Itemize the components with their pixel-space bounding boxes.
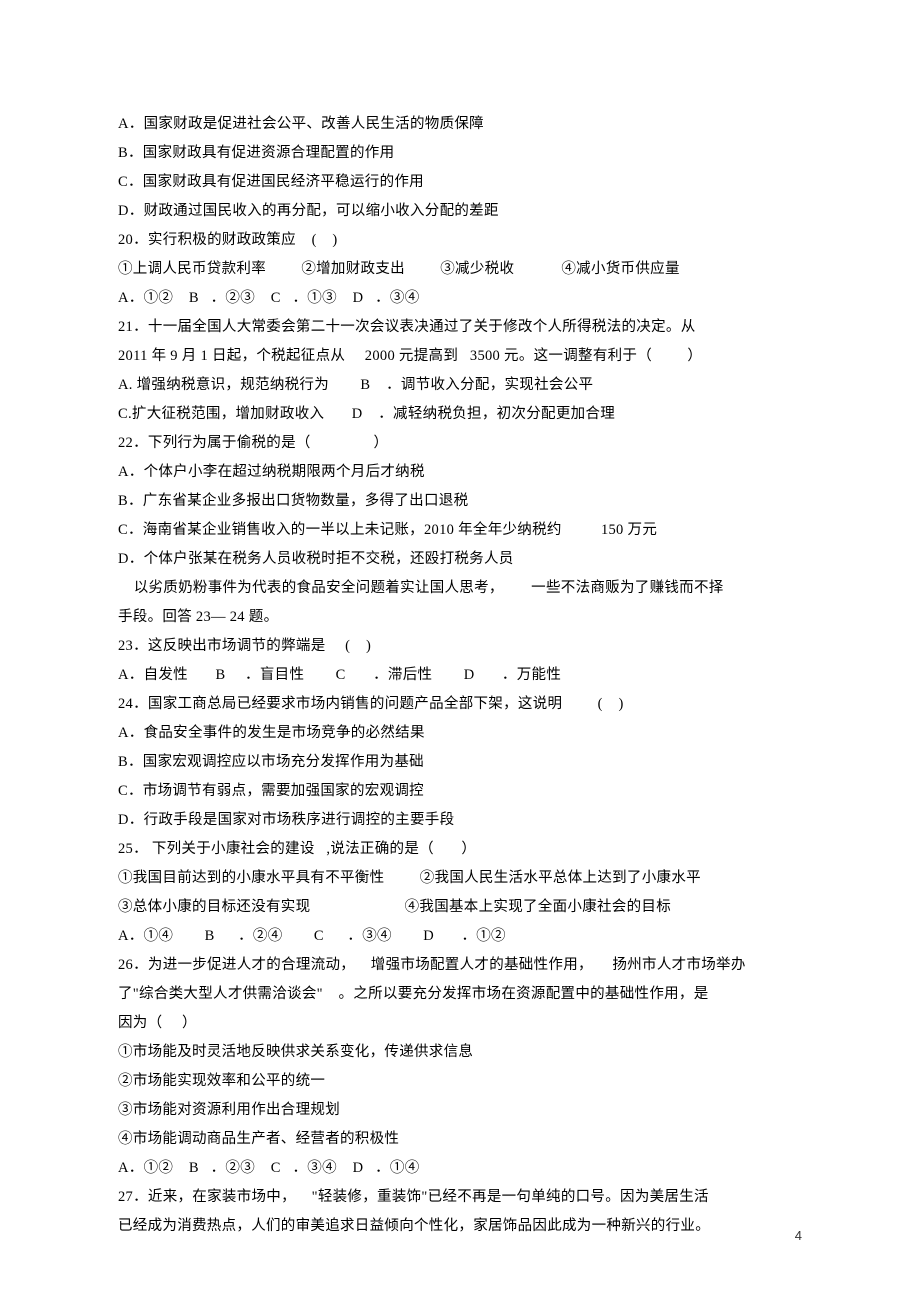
q26-item3: ③市场能对资源利用作出合理规划 bbox=[118, 1096, 802, 1125]
q20-items: ①上调人民币贷款利率 ②增加财政支出 ③减少税收 ④减小货币供应量 bbox=[118, 255, 802, 284]
q22-opt-a: A．个体户小李在超过纳税期限两个月后才纳税 bbox=[118, 458, 802, 487]
q26-item1: ①市场能及时灵活地反映供求关系变化，传递供求信息 bbox=[118, 1038, 802, 1067]
q26-item2: ②市场能实现效率和公平的统一 bbox=[118, 1067, 802, 1096]
q19-opt-a: A．国家财政是促进社会公平、改善人民生活的物质保障 bbox=[118, 110, 802, 139]
q23-stem: 23．这反映出市场调节的弊端是 ( ) bbox=[118, 632, 802, 661]
q19-opt-c: C．国家财政具有促进国民经济平稳运行的作用 bbox=[118, 168, 802, 197]
q23-options: A．自发性 B ．盲目性 C ．滞后性 D ．万能性 bbox=[118, 661, 802, 690]
passage-line2: 手段。回答 23— 24 题。 bbox=[118, 603, 802, 632]
q24-opt-d: D．行政手段是国家对市场秩序进行调控的主要手段 bbox=[118, 806, 802, 835]
passage-line1: 以劣质奶粉事件为代表的食品安全问题着实让国人思考， 一些不法商贩为了赚钱而不择 bbox=[118, 574, 802, 603]
q22-stem: 22．下列行为属于偷税的是（ ） bbox=[118, 429, 802, 458]
q21-line2: 2011 年 9 月 1 日起，个税起征点从 2000 元提高到 3500 元。… bbox=[118, 342, 802, 371]
q25-line2: ①我国目前达到的小康水平具有不平衡性 ②我国人民生活水平总体上达到了小康水平 bbox=[118, 864, 802, 893]
q22-opt-b: B．广东省某企业多报出口货物数量，多得了出口退税 bbox=[118, 487, 802, 516]
q19-opt-b: B．国家财政具有促进资源合理配置的作用 bbox=[118, 139, 802, 168]
q24-opt-a: A．食品安全事件的发生是市场竞争的必然结果 bbox=[118, 719, 802, 748]
q27-line1: 27．近来，在家装市场中， "轻装修，重装饰"已经不再是一句单纯的口号。因为美居… bbox=[118, 1183, 802, 1212]
q22-opt-d: D．个体户张某在税务人员收税时拒不交税，还殴打税务人员 bbox=[118, 545, 802, 574]
q26-line3: 因为（ ） bbox=[118, 1009, 802, 1038]
q24-stem: 24．国家工商总局已经要求市场内销售的问题产品全部下架，这说明 ( ) bbox=[118, 690, 802, 719]
q20-stem: 20．实行积极的财政政策应 ( ) bbox=[118, 226, 802, 255]
q27-line2: 已经成为消费热点，人们的审美追求日益倾向个性化，家居饰品因此成为一种新兴的行业。 bbox=[118, 1212, 802, 1241]
q21-line1: 21．十一届全国人大常委会第二十一次会议表决通过了关于修改个人所得税法的决定。从 bbox=[118, 313, 802, 342]
q24-opt-b: B．国家宏观调控应以市场充分发挥作用为基础 bbox=[118, 748, 802, 777]
q21-line4: C.扩大征税范围，增加财政收入 D ．减轻纳税负担，初次分配更加合理 bbox=[118, 400, 802, 429]
q20-options: A．①② B ．②③ C ．①③ D ．③④ bbox=[118, 284, 802, 313]
q26-line2: 了"综合类大型人才供需洽谈会" 。之所以要充分发挥市场在资源配置中的基础性作用，… bbox=[118, 980, 802, 1009]
q24-opt-c: C．市场调节有弱点，需要加强国家的宏观调控 bbox=[118, 777, 802, 806]
q22-opt-c: C．海南省某企业销售收入的一半以上未记账，2010 年全年少纳税约 150 万元 bbox=[118, 516, 802, 545]
q19-opt-d: D．财政通过国民收入的再分配，可以缩小收入分配的差距 bbox=[118, 197, 802, 226]
page-number: 4 bbox=[795, 1228, 802, 1243]
q25-stem: 25． 下列关于小康社会的建设 ,说法正确的是（ ） bbox=[118, 835, 802, 864]
q21-line3: A. 增强纳税意识，规范纳税行为 B ．调节收入分配，实现社会公平 bbox=[118, 371, 802, 400]
q25-options: A．①④ B ．②④ C ．③④ D ．①② bbox=[118, 922, 802, 951]
q26-item4: ④市场能调动商品生产者、经营者的积极性 bbox=[118, 1125, 802, 1154]
q26-line1: 26．为进一步促进人才的合理流动， 增强市场配置人才的基础性作用， 扬州市人才市… bbox=[118, 951, 802, 980]
q25-line3: ③总体小康的目标还没有实现 ④我国基本上实现了全面小康社会的目标 bbox=[118, 893, 802, 922]
q26-options: A．①② B ．②③ C ．③④ D ．①④ bbox=[118, 1154, 802, 1183]
